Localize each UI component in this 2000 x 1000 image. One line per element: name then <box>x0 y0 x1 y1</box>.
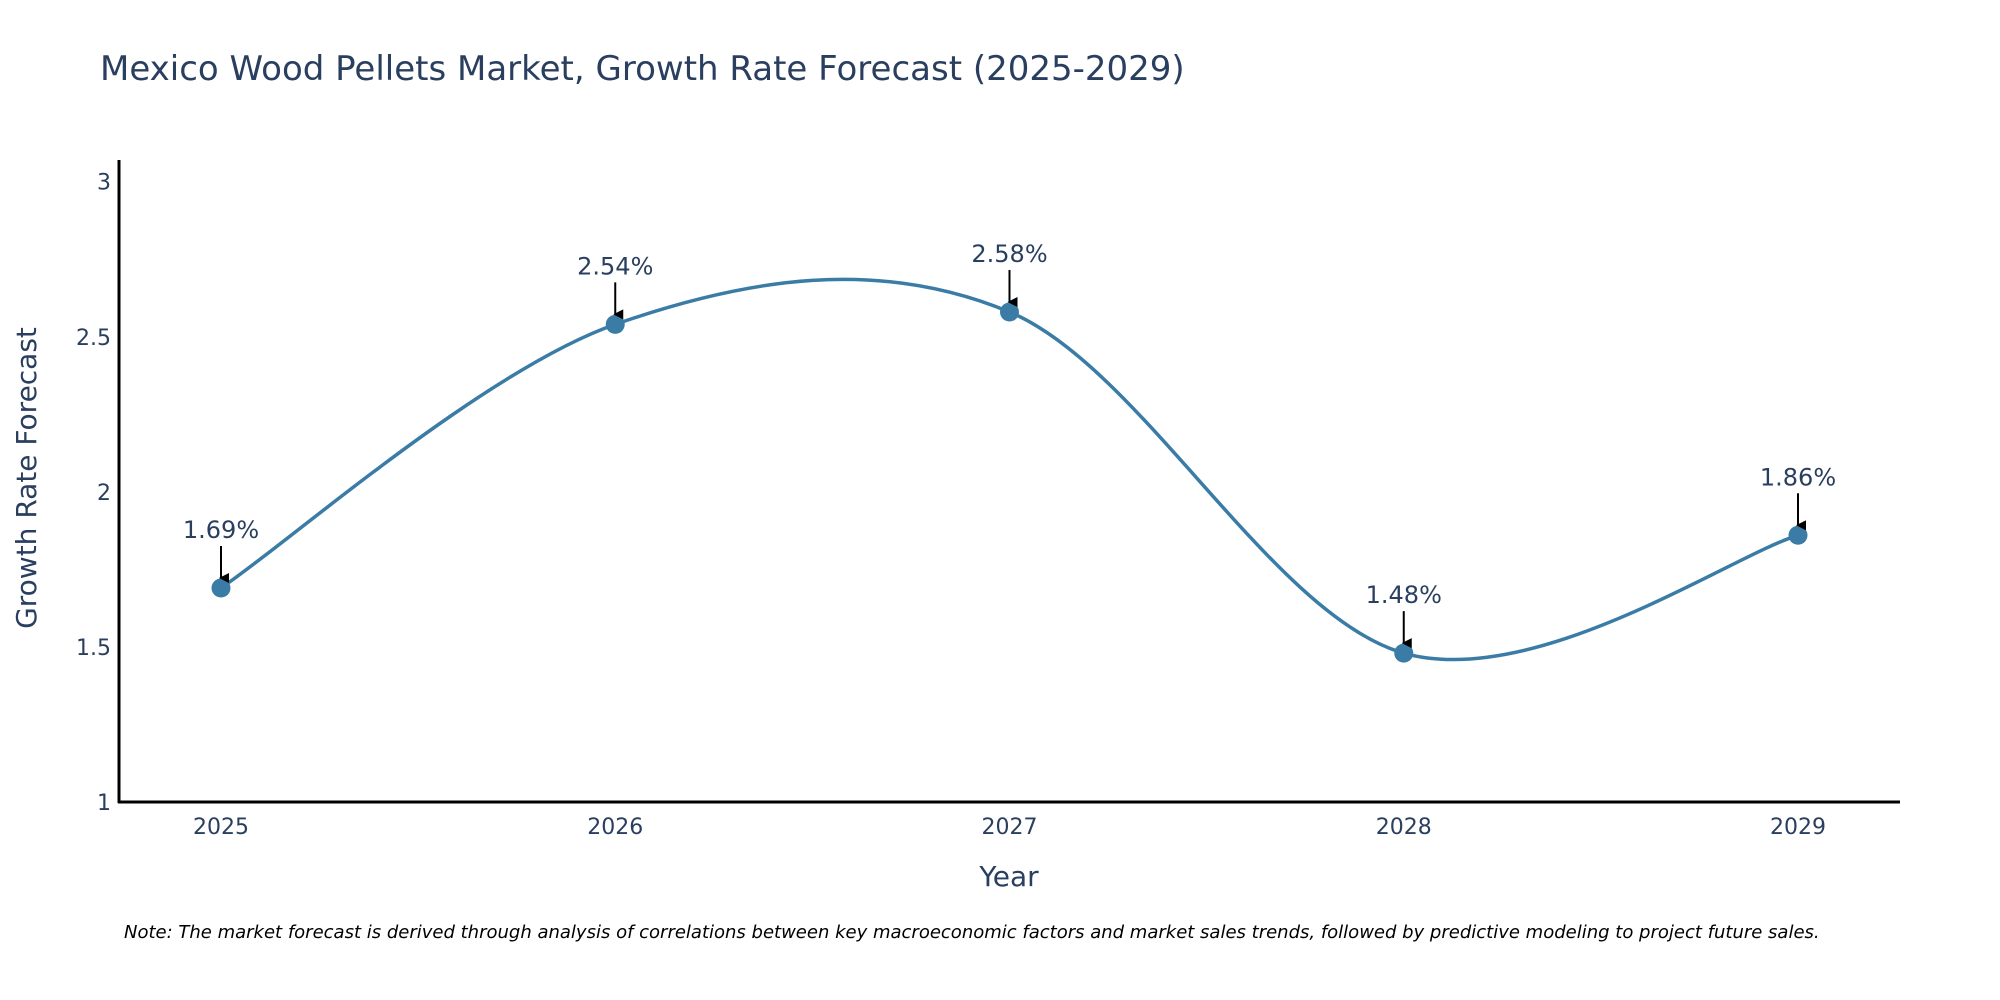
x-tick-label: 2025 <box>193 815 249 840</box>
data-label: 1.48% <box>1366 581 1442 609</box>
x-tick-label: 2027 <box>982 815 1038 840</box>
data-point-marker <box>211 578 231 598</box>
data-point-marker <box>1788 525 1808 545</box>
footnote: Note: The market forecast is derived thr… <box>124 922 1820 943</box>
markers-group <box>211 302 1808 663</box>
data-label: 1.86% <box>1760 463 1836 491</box>
series-line <box>220 277 1799 662</box>
chart-title: Mexico Wood Pellets Market, Growth Rate … <box>100 49 1185 89</box>
y-axis-ticks: 1 1.5 2 2.5 3 <box>76 171 111 816</box>
y-tick-label: 2.5 <box>76 326 111 351</box>
y-axis-title: Growth Rate Forecast <box>10 327 43 629</box>
data-label: 2.58% <box>971 240 1047 268</box>
data-point-marker <box>1000 302 1019 322</box>
data-point-marker <box>1394 643 1414 663</box>
data-label: 2.54% <box>577 252 653 280</box>
data-label: 1.69% <box>183 516 259 544</box>
data-point-marker <box>605 314 625 334</box>
x-tick-label: 2028 <box>1376 815 1432 840</box>
x-axis-ticks: 2025 2026 2027 2028 2029 <box>193 815 1826 840</box>
plot-area: 1.69% 2.54% 2.58% 1.48% 1.86% <box>183 240 1836 663</box>
x-tick-label: 2026 <box>587 815 643 840</box>
x-tick-label: 2029 <box>1770 815 1826 840</box>
y-tick-label: 1.5 <box>76 636 111 661</box>
annotations-group: 1.69% 2.54% 2.58% 1.48% 1.86% <box>183 240 1836 649</box>
y-tick-label: 1 <box>97 791 111 816</box>
x-axis-title: Year <box>978 860 1039 893</box>
y-tick-label: 3 <box>97 171 111 196</box>
y-tick-label: 2 <box>97 481 111 506</box>
